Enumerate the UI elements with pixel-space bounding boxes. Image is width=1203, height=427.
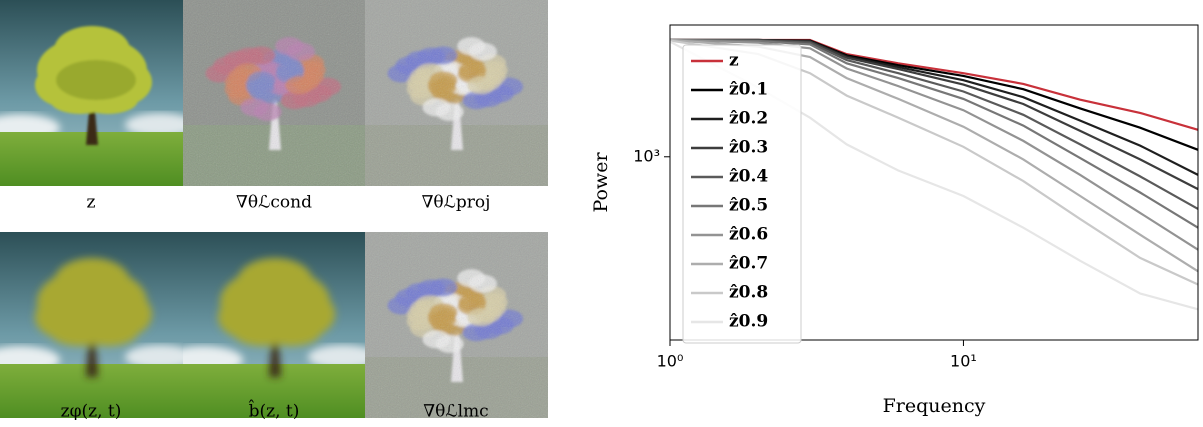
caption: ∇θℒcond — [236, 193, 312, 213]
caption: ∇θℒlmc — [423, 402, 488, 422]
plot-frame — [669, 24, 1199, 341]
foliage — [261, 318, 321, 346]
image-panel — [183, 0, 366, 186]
tree — [218, 258, 335, 377]
noise — [365, 0, 548, 186]
tree — [35, 26, 152, 145]
y-axis-label: Power — [590, 152, 612, 213]
tree — [35, 258, 152, 377]
legend-label: z — [729, 51, 739, 71]
noise — [365, 232, 548, 418]
image-panel — [0, 0, 183, 186]
foliage — [54, 258, 130, 306]
x-tick-label: 10⁰ — [657, 352, 684, 371]
foliage — [78, 318, 138, 346]
cloud — [125, 345, 183, 369]
legend-label: ẑ0.9 — [729, 312, 768, 332]
cloud — [308, 345, 366, 369]
foliage — [237, 258, 313, 306]
chart: 10⁰ 10¹ 10³ Frequency Power z ẑ0.1 ẑ0.2 ẑ0.3 ẑ0.4… — [590, 24, 1199, 417]
image-panel — [365, 232, 548, 418]
series-line — [669, 38, 1199, 229]
legend-label: ẑ0.4 — [729, 167, 768, 187]
caption: ∇θℒproj — [422, 193, 491, 213]
noise — [183, 0, 366, 186]
caption: b̂(z, t) — [249, 400, 300, 422]
legend-label: ẑ0.2 — [729, 109, 768, 129]
image-grid: z ∇θℒcond ∇θℒproj zφ(z, t) b̂(z, t) ∇θℒlmc — [0, 0, 548, 422]
caption: z — [87, 193, 96, 213]
image-panel — [365, 0, 548, 186]
x-tick-label: 10¹ — [950, 352, 977, 371]
legend-label: ẑ0.7 — [729, 254, 768, 274]
legend-label: ẑ0.8 — [729, 283, 768, 303]
legend-label: ẑ0.1 — [729, 80, 768, 100]
legend-label: ẑ0.6 — [729, 225, 768, 245]
cloud — [125, 113, 183, 137]
y-tick-label: 10³ — [633, 146, 660, 165]
foliage-shade — [56, 60, 136, 100]
image-panel — [183, 232, 366, 418]
caption: zφ(z, t) — [61, 402, 122, 422]
legend-label: ẑ0.5 — [729, 196, 768, 216]
image-panel — [0, 232, 183, 418]
x-axis-label: Frequency — [883, 395, 986, 417]
legend-label: ẑ0.3 — [729, 138, 768, 158]
